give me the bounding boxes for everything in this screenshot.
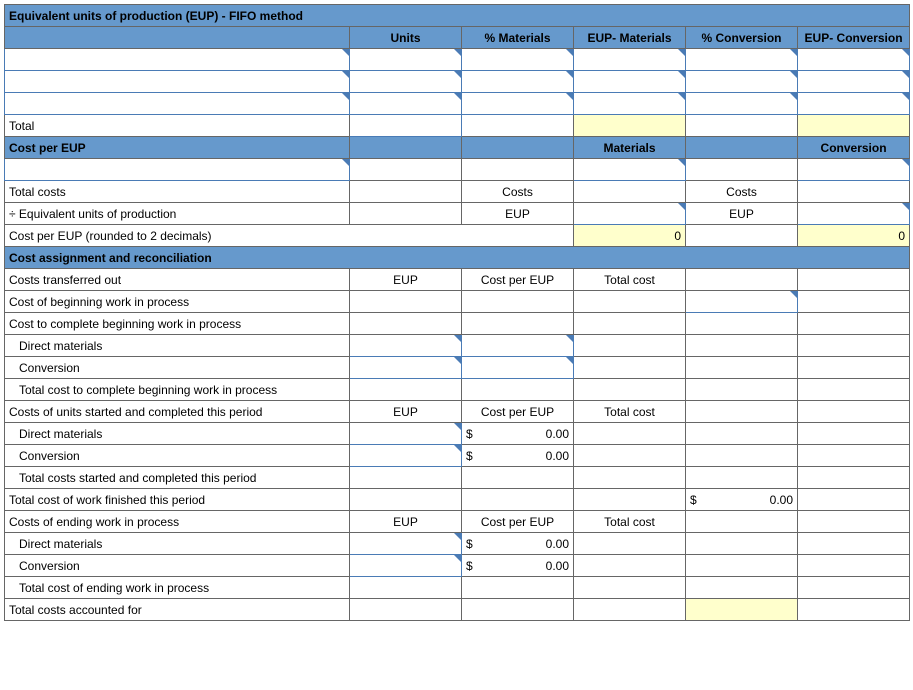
- eup-col-units: Units: [350, 27, 462, 49]
- assign-beg-wip-amt[interactable]: [686, 291, 798, 313]
- cpe-eup-text-1: EUP: [462, 203, 574, 225]
- assign-started-completed: Costs of units started and completed thi…: [5, 401, 350, 423]
- eup-col-pct-conversion: % Conversion: [686, 27, 798, 49]
- cpe-costs-text-2: Costs: [686, 181, 798, 203]
- cpe-col-materials: Materials: [574, 137, 686, 159]
- assign-col-cpe-2: Cost per EUP: [462, 401, 574, 423]
- eup-r2-eupm[interactable]: [574, 71, 686, 93]
- eup-col-eup-materials: EUP- Materials: [574, 27, 686, 49]
- assign-sc-conv-cpe: 0.00: [462, 445, 574, 467]
- assign-sc-dm-eup[interactable]: [350, 423, 462, 445]
- cpe-costs-text-1: Costs: [462, 181, 574, 203]
- assign-title: Cost assignment and reconciliation: [5, 247, 910, 269]
- assign-sc-dm-cpe: 0.00: [462, 423, 574, 445]
- cpe-eup-text-2: EUP: [686, 203, 798, 225]
- assign-col-cpe-3: Cost per EUP: [462, 511, 574, 533]
- eup-total-pctc: [686, 115, 798, 137]
- eup-section-title: Equivalent units of production (EUP) - F…: [5, 5, 910, 27]
- eup-total-eupm: [574, 115, 686, 137]
- assign-end-dm: Direct materials: [5, 533, 350, 555]
- assign-total-end: Total cost of ending work in process: [5, 577, 350, 599]
- eup-col-blank: [5, 27, 350, 49]
- eup-r2-pctc[interactable]: [686, 71, 798, 93]
- assign-end-conv: Conversion: [5, 555, 350, 577]
- eup-r3-pctm[interactable]: [462, 93, 574, 115]
- assign-cb-dm-eup[interactable]: [350, 335, 462, 357]
- assign-sc-conv-eup[interactable]: [350, 445, 462, 467]
- eup-r3-units[interactable]: [350, 93, 462, 115]
- eup-r3-eupc[interactable]: [798, 93, 910, 115]
- assign-beg-wip: Cost of beginning work in process: [5, 291, 350, 313]
- cpe-eup-mat-input[interactable]: [574, 203, 686, 225]
- assign-end-dm-eup[interactable]: [350, 533, 462, 555]
- cpe-total-costs-label: Total costs: [5, 181, 350, 203]
- assign-col-total-1: Total cost: [574, 269, 686, 291]
- assign-col-eup-2: EUP: [350, 401, 462, 423]
- assign-transferred-out: Costs transferred out: [5, 269, 350, 291]
- assign-end-conv-cpe: 0.00: [462, 555, 574, 577]
- eup-r3-desc[interactable]: [5, 93, 350, 115]
- eup-r3-eupm[interactable]: [574, 93, 686, 115]
- assign-accounted: Total costs accounted for: [5, 599, 350, 621]
- eup-fifo-worksheet: Equivalent units of production (EUP) - F…: [4, 4, 910, 621]
- eup-r2-pctm[interactable]: [462, 71, 574, 93]
- eup-total-pctm: [462, 115, 574, 137]
- assign-end-conv-eup[interactable]: [350, 555, 462, 577]
- assign-cb-dm: Direct materials: [5, 335, 350, 357]
- assign-total-complete-beg: Total cost to complete beginning work in…: [5, 379, 350, 401]
- assign-sc-dm: Direct materials: [5, 423, 350, 445]
- cpe-eup-conv-input[interactable]: [798, 203, 910, 225]
- assign-col-total-2: Total cost: [574, 401, 686, 423]
- assign-col-cpe-1: Cost per EUP: [462, 269, 574, 291]
- assign-finished-amt: 0.00: [686, 489, 798, 511]
- eup-r1-pctc[interactable]: [686, 49, 798, 71]
- assign-cb-conv: Conversion: [5, 357, 350, 379]
- assign-end-dm-cpe: 0.00: [462, 533, 574, 555]
- assign-sc-conv: Conversion: [5, 445, 350, 467]
- eup-r1-desc[interactable]: [5, 49, 350, 71]
- eup-r1-pctm[interactable]: [462, 49, 574, 71]
- eup-col-pct-materials: % Materials: [462, 27, 574, 49]
- assign-col-eup-1: EUP: [350, 269, 462, 291]
- assign-end-wip: Costs of ending work in process: [5, 511, 350, 533]
- eup-total-eupc: [798, 115, 910, 137]
- cpe-conversion-input[interactable]: [798, 159, 910, 181]
- assign-complete-beg: Cost to complete beginning work in proce…: [5, 313, 350, 335]
- eup-r3-pctc[interactable]: [686, 93, 798, 115]
- eup-r2-desc[interactable]: [5, 71, 350, 93]
- assign-finished: Total cost of work finished this period: [5, 489, 350, 511]
- assign-cb-conv-cpe[interactable]: [462, 357, 574, 379]
- cpe-materials-input[interactable]: [574, 159, 686, 181]
- eup-col-eup-conversion: EUP- Conversion: [798, 27, 910, 49]
- assign-cb-conv-eup[interactable]: [350, 357, 462, 379]
- eup-total-label: Total: [5, 115, 350, 137]
- assign-accounted-amt: [686, 599, 798, 621]
- cpe-result-conversion: 0: [798, 225, 910, 247]
- eup-r2-eupc[interactable]: [798, 71, 910, 93]
- assign-total-sc: Total costs started and completed this p…: [5, 467, 350, 489]
- eup-r1-eupm[interactable]: [574, 49, 686, 71]
- eup-r2-units[interactable]: [350, 71, 462, 93]
- cpe-result-label: Cost per EUP (rounded to 2 decimals): [5, 225, 574, 247]
- cpe-title: Cost per EUP: [5, 137, 350, 159]
- assign-col-eup-3: EUP: [350, 511, 462, 533]
- eup-r1-units[interactable]: [350, 49, 462, 71]
- cpe-result-materials: 0: [574, 225, 686, 247]
- eup-total-units[interactable]: [350, 115, 462, 137]
- assign-col-total-3: Total cost: [574, 511, 686, 533]
- cpe-desc-input[interactable]: [5, 159, 350, 181]
- assign-cb-dm-cpe[interactable]: [462, 335, 574, 357]
- cpe-eup-row-label: ÷ Equivalent units of production: [5, 203, 350, 225]
- eup-r1-eupc[interactable]: [798, 49, 910, 71]
- cpe-col-conversion: Conversion: [798, 137, 910, 159]
